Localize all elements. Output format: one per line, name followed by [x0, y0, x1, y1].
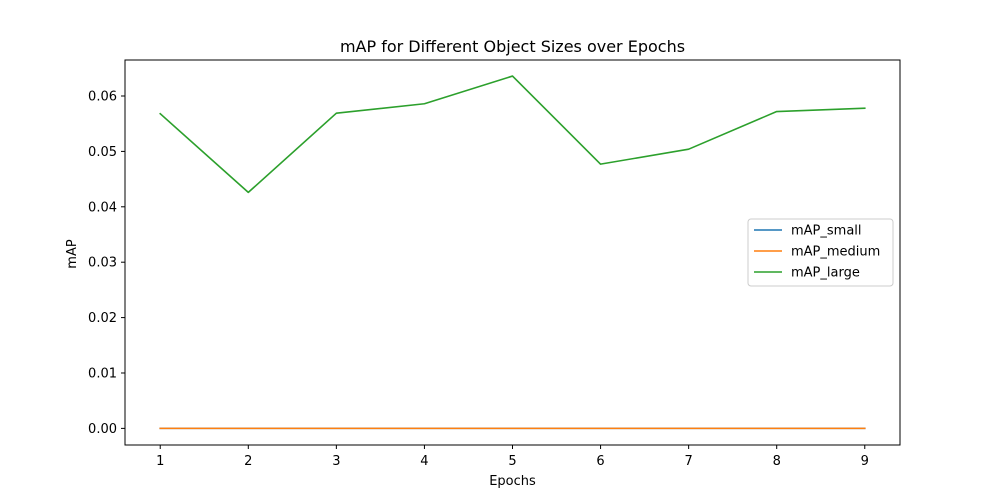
x-tick-label: 6: [596, 454, 604, 469]
x-tick-label: 7: [684, 454, 692, 469]
legend-label-map-medium: mAP_medium: [791, 245, 880, 260]
x-tick-label: 3: [332, 454, 340, 469]
x-tick-label: 2: [244, 454, 252, 469]
y-tick-label: 0.01: [88, 366, 117, 381]
y-tick-label: 0.05: [88, 145, 117, 160]
y-tick-label: 0.03: [88, 256, 117, 271]
x-tick-label: 8: [773, 454, 781, 469]
legend-box: [747, 218, 894, 287]
x-axis-ticks: 1 2 3 4 5 6 7 8 9: [156, 445, 869, 469]
y-axis-ticks: 0.00 0.01 0.02 0.03 0.04 0.05 0.06: [88, 90, 125, 437]
x-tick-label: 4: [420, 454, 428, 469]
y-axis-label: mAP: [65, 239, 80, 269]
legend: mAP_small mAP_medium mAP_large: [747, 218, 894, 287]
chart-title: mAP for Different Object Sizes over Epoc…: [340, 37, 685, 56]
x-tick-label: 1: [156, 454, 164, 469]
y-tick-label: 0.02: [88, 311, 117, 326]
x-axis-label: Epochs: [489, 474, 536, 489]
x-tick-label: 5: [508, 454, 516, 469]
y-tick-label: 0.04: [88, 200, 117, 215]
series-line-map-large: [159, 75, 866, 194]
legend-label-map-large: mAP_large: [791, 266, 860, 281]
y-tick-label: 0.00: [88, 422, 117, 437]
y-tick-label: 0.06: [88, 90, 117, 105]
legend-label-map-small: mAP_small: [791, 224, 862, 239]
series-lines: [159, 75, 866, 430]
x-tick-label: 9: [861, 454, 869, 469]
